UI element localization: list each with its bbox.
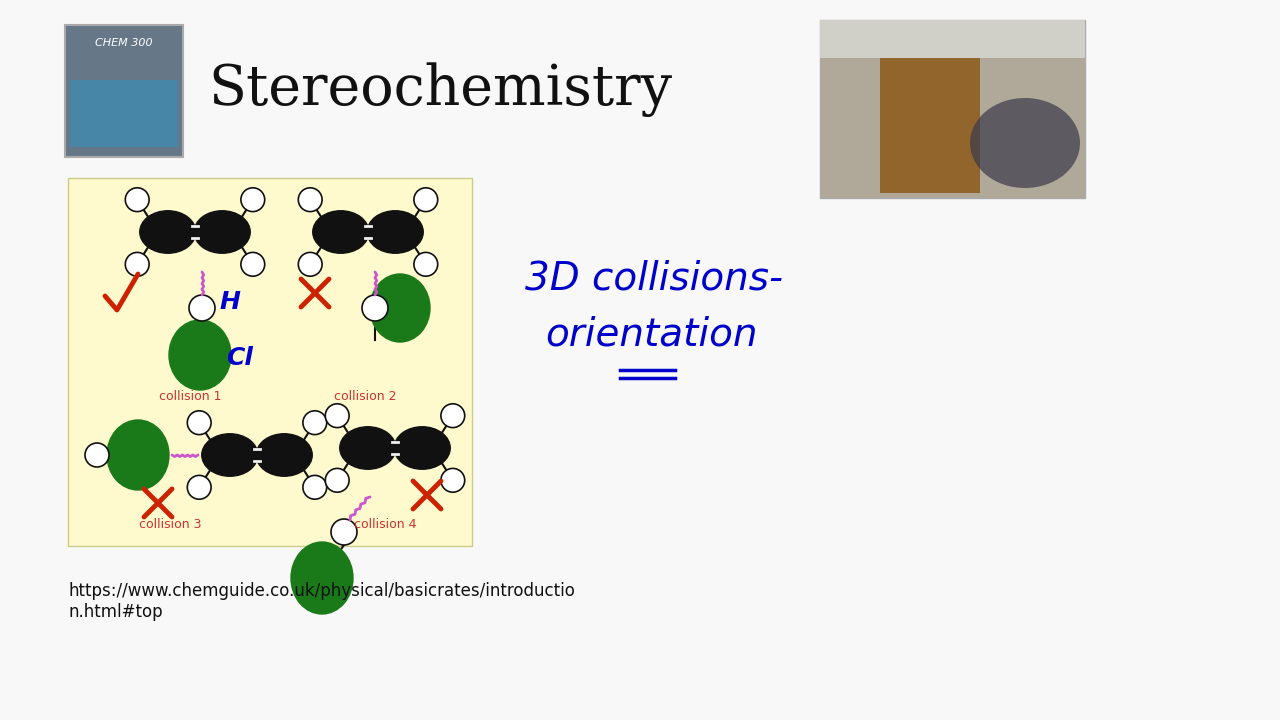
Text: Cl: Cl [227, 346, 253, 370]
Circle shape [241, 253, 265, 276]
Ellipse shape [256, 433, 312, 476]
Circle shape [189, 295, 215, 321]
Circle shape [187, 411, 211, 435]
Bar [70, 80, 178, 147]
Text: H: H [220, 290, 241, 314]
Ellipse shape [367, 211, 424, 253]
Circle shape [241, 188, 265, 212]
Ellipse shape [970, 98, 1080, 188]
Bar [65, 25, 183, 157]
Bar [820, 20, 1085, 58]
Circle shape [84, 443, 109, 467]
Circle shape [413, 253, 438, 276]
Circle shape [362, 295, 388, 321]
Circle shape [440, 469, 465, 492]
Text: collision 3: collision 3 [138, 518, 201, 531]
Circle shape [303, 411, 326, 435]
Ellipse shape [195, 211, 251, 253]
Bar [820, 20, 1085, 198]
Ellipse shape [169, 320, 230, 390]
Circle shape [413, 188, 438, 212]
Text: collision 1: collision 1 [159, 390, 221, 403]
Ellipse shape [202, 433, 257, 476]
Circle shape [440, 404, 465, 428]
Text: Stereochemistry: Stereochemistry [207, 63, 672, 117]
Ellipse shape [339, 427, 396, 469]
Bar [881, 30, 980, 193]
Ellipse shape [108, 420, 169, 490]
Text: collision 2: collision 2 [334, 390, 397, 403]
Ellipse shape [291, 542, 353, 614]
Circle shape [325, 404, 349, 428]
Circle shape [125, 253, 148, 276]
Ellipse shape [370, 274, 430, 342]
Bar [68, 178, 472, 546]
Text: https://www.chemguide.co.uk/physical/basicrates/introductio
n.html#top: https://www.chemguide.co.uk/physical/bas… [68, 582, 575, 621]
Circle shape [298, 253, 323, 276]
Text: orientation: orientation [545, 316, 758, 354]
Text: CHEM 300: CHEM 300 [95, 38, 152, 48]
Text: collision 4: collision 4 [353, 518, 416, 531]
Ellipse shape [140, 211, 196, 253]
Ellipse shape [394, 427, 451, 469]
Circle shape [325, 469, 349, 492]
Circle shape [187, 475, 211, 499]
Ellipse shape [312, 211, 369, 253]
Circle shape [125, 188, 148, 212]
Circle shape [303, 475, 326, 499]
Text: 3D collisions-: 3D collisions- [525, 259, 783, 297]
Circle shape [332, 519, 357, 545]
Circle shape [298, 188, 323, 212]
